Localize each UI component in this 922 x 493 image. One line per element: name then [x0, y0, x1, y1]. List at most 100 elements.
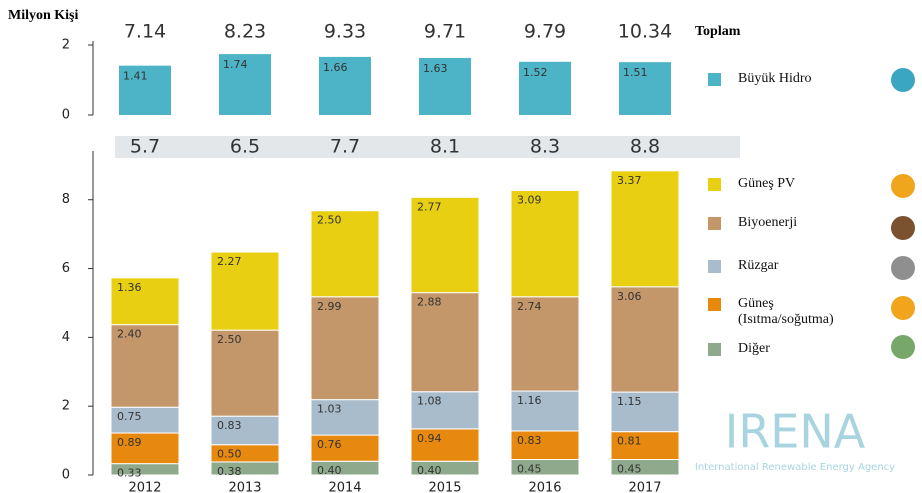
x-tick-label: 2017	[628, 481, 661, 493]
bar-segment	[110, 277, 180, 326]
bar-segment	[510, 189, 580, 298]
total-label: 10.34	[618, 21, 672, 43]
total-label: 8.1	[430, 136, 460, 158]
total-label: 9.71	[424, 21, 466, 43]
value-label: 0.83	[517, 434, 542, 447]
total-label: 8.3	[530, 136, 560, 158]
bar-segment	[110, 324, 180, 408]
legend-label: Diğer	[738, 341, 770, 356]
value-label: 0.75	[117, 410, 142, 423]
x-tick-label: 2016	[528, 481, 561, 493]
value-label: 0.45	[517, 463, 542, 476]
legend-entry: Rüzgar	[738, 258, 778, 273]
value-label: 2.77	[417, 200, 442, 213]
value-label: 0.50	[217, 448, 242, 461]
bar-segment	[310, 399, 380, 436]
bar-segment	[510, 390, 580, 432]
legend-swatch	[708, 73, 721, 86]
value-label: 0.81	[617, 435, 642, 448]
y-tick-label: 0	[62, 108, 70, 123]
value-label: 1.15	[617, 395, 642, 408]
value-label: 0.76	[317, 438, 342, 451]
value-label: 2.50	[317, 214, 342, 227]
total-label: 7.14	[124, 21, 166, 43]
value-label: 3.37	[617, 174, 642, 187]
bar-segment	[210, 251, 280, 331]
value-label: 1.74	[223, 58, 248, 71]
value-label: 1.41	[123, 70, 148, 83]
bar	[219, 54, 271, 115]
bar	[519, 61, 571, 115]
value-label: 0.94	[417, 432, 442, 445]
legend-entry: Güneş (Isıtma/soğutma)	[738, 296, 834, 327]
x-tick-label: 2012	[128, 481, 161, 493]
logo-subtitle: International Renewable Energy Agency	[695, 462, 895, 473]
value-label: 3.09	[517, 193, 542, 206]
y-tick-label: 8	[62, 192, 70, 207]
x-tick-label: 2014	[328, 481, 361, 493]
legend-entry: Güneş PV	[738, 176, 795, 191]
value-label: 1.03	[317, 403, 342, 416]
value-label: 2.88	[417, 296, 442, 309]
bar-segment	[110, 406, 180, 434]
legend-swatch	[708, 178, 721, 191]
bar-segment	[610, 391, 680, 433]
value-label: 0.38	[217, 465, 242, 478]
value-label: 0.89	[117, 436, 142, 449]
bar-segment	[410, 428, 480, 462]
value-label: 2.74	[517, 300, 542, 313]
total-label: 8.23	[224, 21, 266, 43]
legend-label: Güneş (Isıtma/soğutma)	[738, 296, 834, 327]
bar-segment	[610, 431, 680, 461]
total-label: 9.79	[524, 21, 566, 43]
value-label: 2.40	[117, 328, 142, 341]
total-label: 9.33	[324, 21, 366, 43]
legend-swatch	[708, 343, 721, 356]
legend-entry: Diğer	[738, 341, 770, 356]
legend-entry: Büyük Hidro	[738, 71, 812, 86]
bar-segment	[310, 434, 380, 462]
bar-segment	[410, 196, 480, 294]
total-label: 6.5	[230, 136, 260, 158]
value-label: 1.52	[523, 66, 548, 79]
legend-label: Büyük Hidro	[738, 71, 812, 86]
value-label: 1.63	[423, 62, 448, 75]
legend-entry: Biyoenerji	[738, 215, 798, 230]
bar-segment	[610, 286, 680, 393]
bar	[119, 65, 171, 115]
bar-segment	[210, 329, 280, 417]
legend-swatch	[708, 298, 721, 311]
value-label: 3.06	[617, 290, 642, 303]
bar-segment	[310, 210, 380, 298]
bar	[319, 56, 371, 115]
total-label: 5.7	[130, 136, 160, 158]
value-label: 0.40	[417, 464, 442, 477]
y-tick-label: 4	[62, 330, 70, 345]
y-tick-label: 6	[62, 261, 70, 276]
bar	[419, 57, 471, 115]
y-tick-label: 2	[62, 399, 70, 414]
bar-segment	[410, 292, 480, 393]
value-label: 1.36	[117, 281, 142, 294]
value-label: 0.40	[317, 464, 342, 477]
value-label: 2.50	[217, 333, 242, 346]
y-tick-label: 0	[62, 468, 70, 483]
y-axis-label: Milyon Kişi	[8, 8, 79, 23]
bar-segment	[610, 170, 680, 288]
x-tick-label: 2013	[228, 481, 261, 493]
value-label: 1.16	[517, 394, 542, 407]
bar	[619, 62, 671, 115]
legend-swatch	[708, 217, 721, 230]
value-label: 2.99	[317, 300, 342, 313]
value-label: 1.66	[323, 61, 348, 74]
legend-label: Biyoenerji	[738, 215, 798, 230]
value-label: 2.27	[217, 255, 242, 268]
total-label: 8.8	[630, 136, 660, 158]
totals-band	[115, 136, 740, 158]
bar-segment	[310, 296, 380, 401]
total-label: 7.7	[330, 136, 360, 158]
logo-name: IRENA	[725, 405, 866, 459]
legend-icons	[891, 68, 915, 359]
bar-segment	[510, 296, 580, 392]
